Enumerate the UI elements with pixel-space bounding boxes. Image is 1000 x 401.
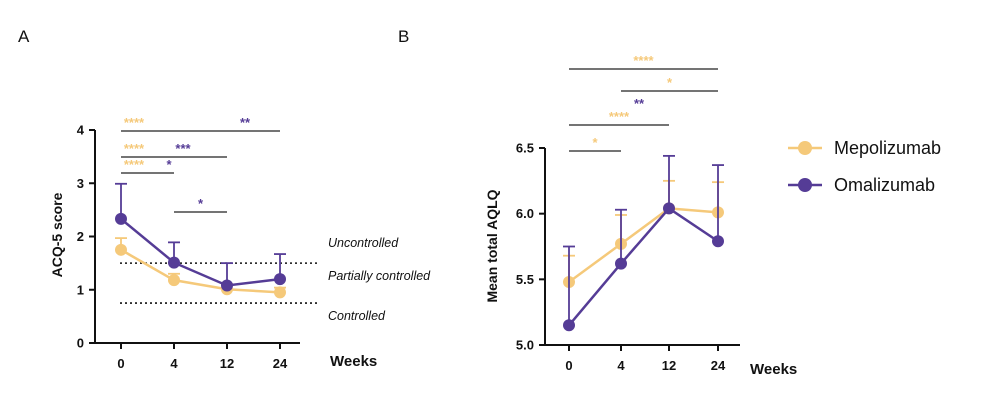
panel-b-x-tick-label: 12 bbox=[662, 358, 676, 373]
panel-a-point-omalizumab bbox=[274, 273, 286, 286]
panel-a-y-tick-label: 0 bbox=[77, 336, 84, 351]
panel-a-significance-label-mepolizumab: **** bbox=[124, 141, 145, 156]
panel-a-ylabel: ACQ-5 score bbox=[49, 192, 65, 277]
panel-a-point-omalizumab bbox=[115, 212, 127, 225]
panel-b-ylabel: Mean total AQLQ bbox=[484, 189, 500, 302]
panel-b-significance-label-mepolizumab: * bbox=[592, 135, 598, 150]
panel-b-point-omalizumab bbox=[712, 235, 724, 248]
panel-a-y-tick-label: 3 bbox=[77, 176, 84, 191]
legend: Mepolizumab Omalizumab bbox=[788, 138, 941, 195]
panel-a-y-tick-label: 4 bbox=[77, 123, 85, 138]
panel-a-significance-label-omalizumab: *** bbox=[175, 141, 191, 156]
panel-b-significance-label-mepolizumab: **** bbox=[609, 109, 630, 124]
zone-label-controlled: Controlled bbox=[328, 309, 386, 323]
panel-b-significance-label-mepolizumab: * bbox=[667, 75, 673, 90]
panel-a-point-mepolizumab bbox=[168, 274, 180, 287]
panel-a-significance-label-mepolizumab: **** bbox=[124, 115, 145, 130]
panel-a-point-omalizumab bbox=[221, 279, 233, 292]
panel-b-y-tick-label: 5.5 bbox=[516, 272, 534, 287]
panel-a-significance-label-omalizumab: * bbox=[166, 157, 172, 172]
panel-b-xlabel: Weeks bbox=[750, 361, 797, 378]
panel-a-point-omalizumab bbox=[168, 256, 180, 269]
panel-b-y-tick-label: 6.5 bbox=[516, 141, 534, 156]
panel-a-significance-label-mepolizumab: **** bbox=[124, 157, 145, 172]
legend-marker-omalizumab bbox=[798, 178, 812, 192]
panel-a-line-omalizumab bbox=[120, 217, 281, 287]
panel-b-line-omalizumab bbox=[568, 206, 719, 327]
panel-b-point-omalizumab bbox=[615, 257, 627, 270]
zone-label-uncontrolled: Uncontrolled bbox=[328, 236, 399, 250]
panel-a-y-tick-label: 1 bbox=[77, 282, 84, 297]
panel-a-x-tick-label: 24 bbox=[273, 356, 288, 371]
panel-b-y-tick-label: 5.0 bbox=[516, 338, 534, 353]
panel-a-point-mepolizumab bbox=[274, 286, 286, 299]
panel-a-line-mepolizumab bbox=[120, 248, 281, 294]
panel-a-x-tick-label: 0 bbox=[117, 356, 124, 371]
panel-a-y-tick-label: 2 bbox=[77, 229, 84, 244]
legend-label-mepolizumab: Mepolizumab bbox=[834, 138, 941, 158]
legend-marker-mepolizumab bbox=[798, 141, 812, 155]
panel-b-label: B bbox=[398, 27, 409, 46]
panel-b-significance-label-omalizumab: ** bbox=[634, 96, 645, 111]
panel-a-significance-label-omalizumab: * bbox=[198, 196, 204, 211]
panel-a-point-mepolizumab bbox=[115, 243, 127, 256]
panel-a-x-tick-label: 12 bbox=[220, 356, 234, 371]
zone-label-partially-controlled: Partially controlled bbox=[328, 269, 431, 283]
panel-b-significance-label-mepolizumab: **** bbox=[633, 53, 654, 68]
legend-label-omalizumab: Omalizumab bbox=[834, 175, 935, 195]
panel-b-line-mepolizumab bbox=[568, 207, 719, 283]
panel-a-label: A bbox=[18, 27, 30, 46]
panel-b-x-tick-label: 24 bbox=[711, 358, 726, 373]
panel-a-x-tick-label: 4 bbox=[170, 356, 178, 371]
panel-b-point-omalizumab bbox=[663, 202, 675, 215]
panel-a-xlabel: Weeks bbox=[330, 353, 377, 370]
panel-b-x-tick-label: 0 bbox=[565, 358, 572, 373]
panel-b-point-omalizumab bbox=[563, 319, 575, 332]
panel-b-y-tick-label: 6.0 bbox=[516, 206, 534, 221]
panel-a-significance-label-omalizumab: ** bbox=[240, 115, 251, 130]
panel-b-plot: 5.05.56.06.50 4 12 24************ bbox=[516, 53, 740, 373]
panel-b-x-tick-label: 4 bbox=[617, 358, 625, 373]
